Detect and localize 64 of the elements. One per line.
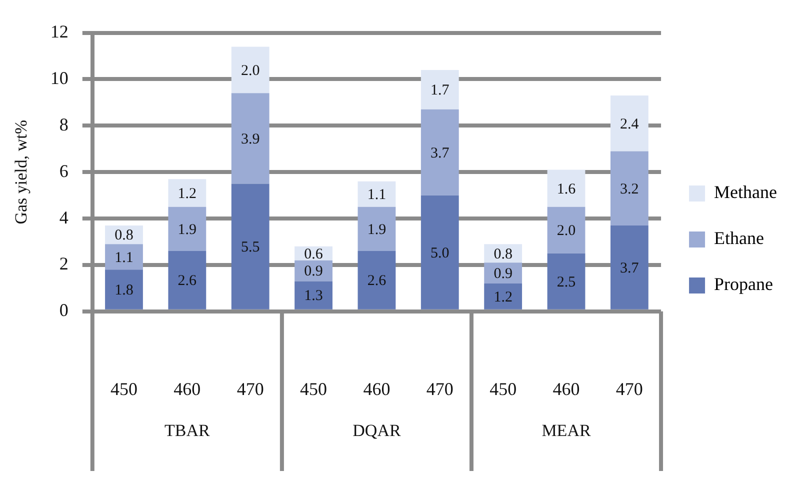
data-label: 1.3 [304,288,323,304]
bar [484,262,522,284]
data-label: 1.1 [367,187,386,204]
data-label: 2.0 [240,62,260,79]
x-tick-label: 470 [616,378,643,399]
x-tick-label: 460 [174,378,201,399]
data-label: 1.1 [114,250,134,266]
bar [610,151,648,226]
data-label: 2.0 [556,223,576,240]
bar [105,244,143,270]
data-label: 1.8 [114,282,134,298]
x-tick-label: 470 [426,378,454,399]
bar [547,170,586,207]
data-label: 1.9 [367,222,386,238]
data-label: 0.8 [494,246,512,262]
legend-label: Ethane [714,228,764,248]
data-label: 2.6 [178,273,198,290]
legend-label: Methane [714,182,778,202]
bar [168,179,206,207]
y-tick-label: 6 [59,160,68,181]
data-label: 0.9 [494,266,512,282]
data-label: 3.9 [240,131,260,148]
text: TBAR [164,420,210,440]
bar [420,70,459,110]
data-label: 5.5 [240,239,260,256]
bar [610,95,648,152]
y-tick-label: 10 [50,68,68,88]
bar [358,206,396,252]
bar [168,206,206,252]
bar [231,93,270,184]
data-label: 1.9 [178,222,197,238]
data-label: 3.7 [620,260,640,276]
y-tick-label: 2 [59,254,68,274]
text: DQAR [352,420,402,440]
bar [547,206,586,254]
bar [358,181,396,207]
y-tick-label: 8 [59,114,68,134]
data-label: 0.9 [304,264,323,280]
text: MEAR [542,420,592,440]
x-tick-label: 470 [236,378,264,399]
data-label: 2.5 [556,274,576,290]
y-axis-title: Gas yield, wt% [12,120,31,224]
data-label: 0.6 [304,246,324,262]
data-label: 3.2 [620,181,639,198]
y-tick-label: 12 [50,22,68,42]
y-tick-label: 4 [59,207,68,228]
data-label: 1.2 [178,186,197,202]
data-label: 3.7 [430,145,450,162]
data-label: 2.4 [620,116,640,132]
x-tick-label: 450 [490,378,517,399]
x-tick-label: 460 [363,378,390,399]
bar [231,46,270,94]
x-tick-label: 460 [552,378,580,399]
bar [420,109,459,196]
y-tick-label: 0 [59,300,68,320]
data-label: 1.2 [494,289,512,306]
x-tick-label: 450 [110,378,138,399]
data-label: 1.6 [556,181,576,198]
data-label: 0.8 [114,228,134,244]
x-tick-label: 450 [300,378,328,399]
data-label: 2.6 [367,273,387,290]
legend-label: Propane [714,274,774,294]
data-label: 5.0 [430,245,450,262]
data-label: 1.7 [430,82,450,99]
